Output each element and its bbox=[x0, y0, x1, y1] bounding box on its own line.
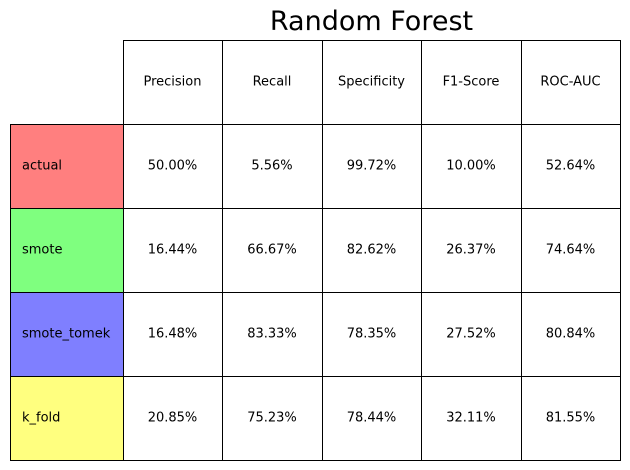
table-cell bbox=[123, 292, 223, 377]
table-cell bbox=[521, 292, 621, 377]
cell-value: 26.37% bbox=[446, 243, 496, 258]
column-header-label: Specificity bbox=[338, 75, 405, 90]
cell-value: 99.72% bbox=[347, 159, 397, 174]
table-cell bbox=[322, 292, 422, 377]
column-header-cell bbox=[222, 40, 323, 125]
cell-value: 52.64% bbox=[546, 159, 596, 174]
cell-value: 83.33% bbox=[247, 327, 297, 342]
cell-value: 75.23% bbox=[247, 411, 297, 426]
cell-value: 78.44% bbox=[347, 411, 397, 426]
cell-value: 81.55% bbox=[546, 411, 596, 426]
table-cell bbox=[123, 124, 223, 209]
cell-value: 80.84% bbox=[546, 327, 596, 342]
table-cell bbox=[123, 376, 223, 461]
table-cell bbox=[123, 208, 223, 293]
cell-value: 20.85% bbox=[148, 411, 198, 426]
table-cell bbox=[222, 124, 323, 209]
column-header-cell bbox=[123, 40, 223, 125]
cell-value: 5.56% bbox=[251, 159, 292, 174]
column-header-label: Recall bbox=[253, 75, 292, 90]
row-label: smote bbox=[22, 243, 63, 258]
table-cell bbox=[421, 292, 522, 377]
cell-value: 27.52% bbox=[446, 327, 496, 342]
table-cell bbox=[521, 376, 621, 461]
cell-value: 16.44% bbox=[148, 243, 198, 258]
row-label-cell bbox=[10, 208, 124, 293]
row-label-cell bbox=[10, 376, 124, 461]
column-header-label: ROC-AUC bbox=[540, 75, 600, 90]
row-label-cell bbox=[10, 292, 124, 377]
column-header-label: Precision bbox=[143, 75, 201, 90]
column-header-label: F1-Score bbox=[443, 75, 500, 90]
table-cell bbox=[322, 208, 422, 293]
cell-value: 66.67% bbox=[247, 243, 297, 258]
cell-value: 82.62% bbox=[347, 243, 397, 258]
table-cell bbox=[222, 208, 323, 293]
table-cell bbox=[322, 124, 422, 209]
table-cell bbox=[521, 208, 621, 293]
table-cell bbox=[222, 376, 323, 461]
cell-value: 74.64% bbox=[546, 243, 596, 258]
column-header-cell bbox=[322, 40, 422, 125]
cell-value: 78.35% bbox=[347, 327, 397, 342]
column-header-cell bbox=[421, 40, 522, 125]
row-label: k_fold bbox=[22, 411, 60, 426]
cell-value: 32.11% bbox=[446, 411, 496, 426]
cell-value: 50.00% bbox=[148, 159, 198, 174]
table-cell bbox=[421, 124, 522, 209]
table-cell bbox=[421, 208, 522, 293]
chart-title: Random Forest bbox=[269, 6, 474, 37]
row-label: smote_tomek bbox=[22, 327, 111, 342]
cell-value: 16.48% bbox=[148, 327, 198, 342]
row-label: actual bbox=[22, 159, 62, 174]
cell-value: 10.00% bbox=[446, 159, 496, 174]
table-cell bbox=[222, 292, 323, 377]
